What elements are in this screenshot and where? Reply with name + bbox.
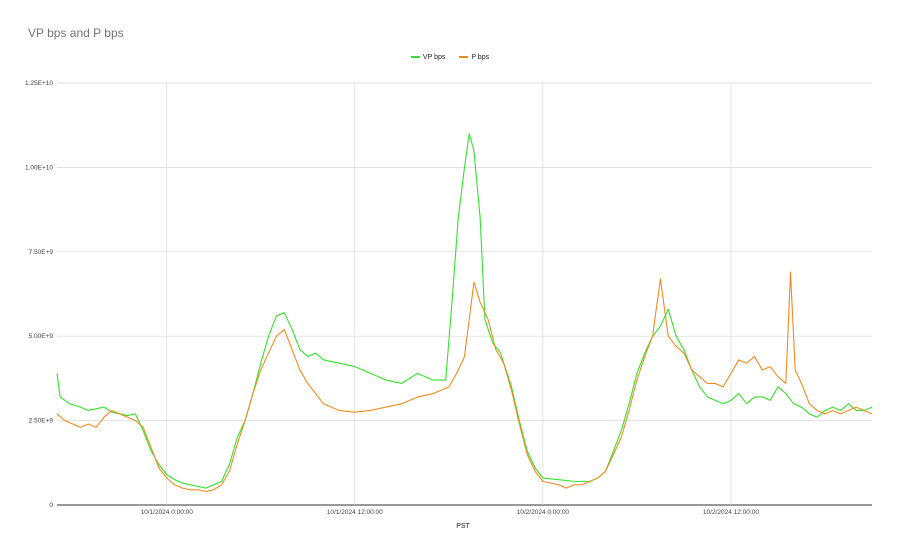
y-tick-label: 1.00E+10 xyxy=(25,164,53,171)
y-tick-label: 0 xyxy=(49,502,53,509)
series-lines xyxy=(56,133,873,493)
x-tick-label: 10/2/2024 0:00:00 xyxy=(517,509,570,516)
y-axis: 0 2.50E+9 5.00E+9 7.50E+9 1.00E+10 1.25E+10 xyxy=(25,80,53,509)
x-tick-label: 10/2/2024 12:00:00 xyxy=(703,509,759,516)
y-tick-label: 1.25E+10 xyxy=(25,80,53,87)
legend-label-vp-bps: VP bps xyxy=(422,54,446,61)
x-tick-label: 10/1/2024 0:00:00 xyxy=(141,509,194,516)
legend-label-p-bps: P bps xyxy=(471,54,490,61)
x-axis-title: PST xyxy=(456,523,470,530)
series-line-vp-bps xyxy=(56,133,873,489)
legend-swatch-p-bps xyxy=(459,56,469,59)
legend-item-vp-bps[interactable]: VP bps xyxy=(410,54,446,61)
legend: VP bps P bps xyxy=(0,54,900,61)
chart-title: VP bps and P bps xyxy=(28,26,124,40)
y-tick-label: 7.50E+9 xyxy=(29,249,54,256)
x-axis: 10/1/2024 0:00:00 10/1/2024 12:00:00 10/2/… xyxy=(141,509,760,516)
y-tick-label: 5.00E+9 xyxy=(29,333,54,340)
legend-swatch-vp-bps xyxy=(410,56,420,59)
y-tick-label: 2.50E+9 xyxy=(29,418,54,425)
grid xyxy=(57,82,872,506)
legend-item-p-bps[interactable]: P bps xyxy=(459,54,489,61)
series-line-p-bps xyxy=(56,271,873,493)
x-tick-label: 10/1/2024 12:00:00 xyxy=(327,509,383,516)
